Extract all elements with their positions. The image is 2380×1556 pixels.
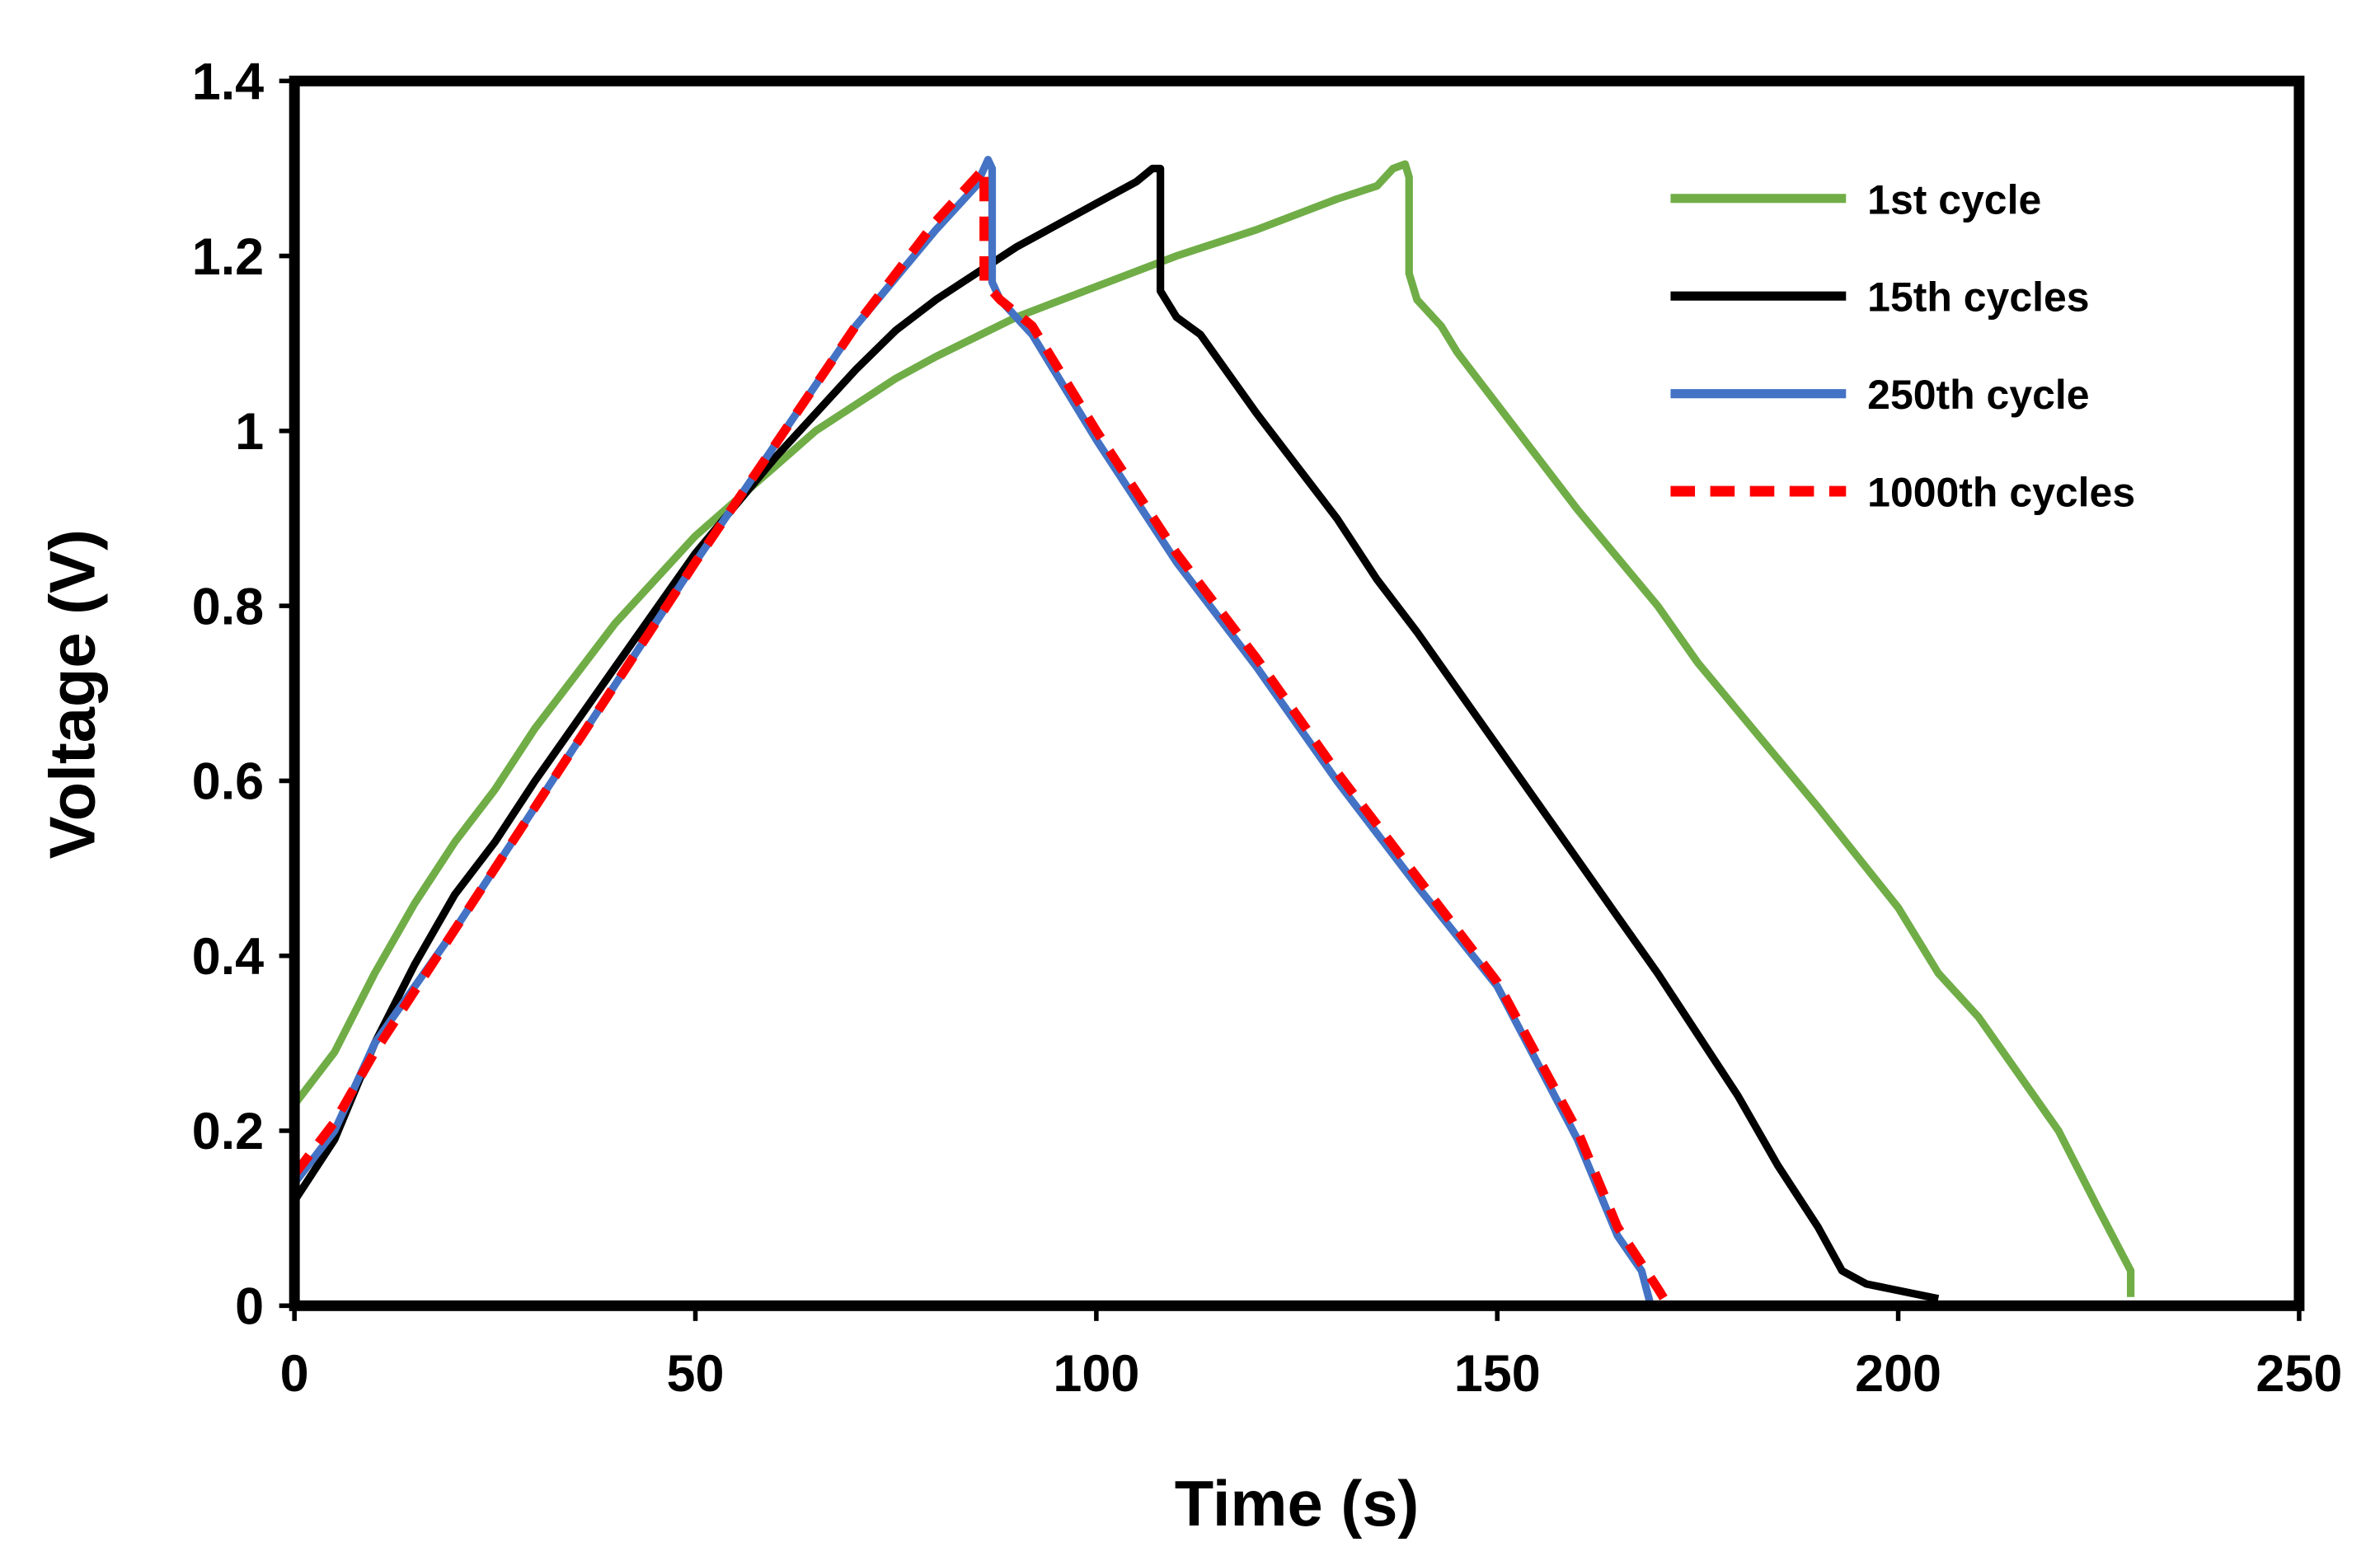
y-tick-label: 1.4	[192, 53, 264, 110]
x-tick-label: 0	[280, 1345, 309, 1403]
series-layer	[290, 156, 2135, 1304]
x-tick-label: 50	[667, 1345, 725, 1403]
plot-frame	[289, 75, 2305, 1311]
y-axis-label: Voltage (V)	[38, 529, 109, 859]
y-tick-label: 0.6	[192, 753, 264, 811]
x-axis-label: Time (s)	[1175, 1469, 1420, 1540]
y-tick-label: 0	[235, 1278, 264, 1336]
y-tick-label: 0.2	[192, 1103, 264, 1160]
legend-item: 1st cycle	[1670, 176, 2041, 223]
y-tick-label: 1	[235, 403, 264, 461]
legend: 1st cycle 15th cycles 250th cycle 1000th cy…	[1670, 176, 2135, 516]
series-line-0	[291, 160, 2135, 1297]
y-tick-label: 0.8	[192, 578, 264, 635]
legend-label: 15th cycles	[1867, 274, 2089, 321]
legend-item: 250th cycle	[1670, 372, 2090, 418]
legend-label: 1st cycle	[1867, 176, 2041, 223]
x-tick-label: 100	[1053, 1345, 1139, 1403]
legend-item: 1000th cycles	[1670, 470, 2135, 516]
legend-label: 1000th cycles	[1867, 470, 2135, 516]
ticks-layer: 0 50 100 150 200 250 0 0.2 0.4 0.6 0.8 1 1.2 1.4	[192, 53, 2343, 1402]
y-tick-label: 1.2	[192, 228, 264, 286]
series-line-3	[290, 163, 1670, 1304]
series-line-1	[291, 164, 1940, 1303]
x-tick-label: 200	[1855, 1345, 1941, 1403]
x-tick-label: 150	[1454, 1345, 1541, 1403]
legend-label: 250th cycle	[1867, 372, 2089, 418]
y-tick-label: 0.4	[192, 928, 264, 986]
x-tick-label: 250	[2256, 1345, 2342, 1403]
legend-item: 15th cycles	[1670, 274, 2090, 321]
